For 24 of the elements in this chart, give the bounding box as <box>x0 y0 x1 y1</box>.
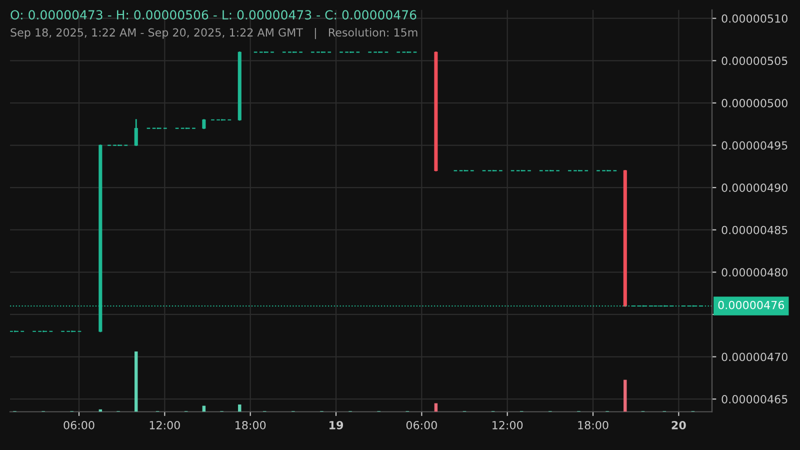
chart-title: O: 0.00000473 - H: 0.00000506 - L: 0.00000473 - C: 0.00000476 <box>10 10 416 20</box>
x-tick-label: 18:00 <box>236 420 266 430</box>
x-tick-label: 12:00 <box>150 420 180 430</box>
y-tick-label: 0.00000470 <box>722 352 788 362</box>
y-tick-label: 0.00000505 <box>722 56 788 66</box>
y-tick-label: 0.00000465 <box>722 395 788 404</box>
ref-line-label: 0.00000476 <box>718 300 784 310</box>
text: Sep 18, 2025, 1:22 AM - Sep 20, 2025, 1:22 AM GMT | Resolution: 15m <box>10 28 418 40</box>
bar <box>624 380 627 412</box>
y-tick-label: 0.00000495 <box>722 141 788 150</box>
x-tick-label: 06:00 <box>64 420 94 430</box>
x-tick-label: 06:00 <box>406 420 437 430</box>
x-tick-label: 12:00 <box>492 420 523 430</box>
bar <box>134 351 138 412</box>
y-tick-label: 0.00000485 <box>722 226 788 234</box>
y-tick-label: 0.00000480 <box>722 268 788 277</box>
bar <box>238 404 242 412</box>
x-tick-label: 19 <box>330 420 344 430</box>
y-tick-label: 0.00000510 <box>722 14 788 23</box>
y-tick-label: 0.00000490 <box>722 184 788 192</box>
x-tick-label: 18:00 <box>578 420 608 430</box>
bar <box>202 406 206 412</box>
y-tick-label: 0.00000500 <box>722 98 788 108</box>
x-tick-label: 20 <box>672 420 686 430</box>
